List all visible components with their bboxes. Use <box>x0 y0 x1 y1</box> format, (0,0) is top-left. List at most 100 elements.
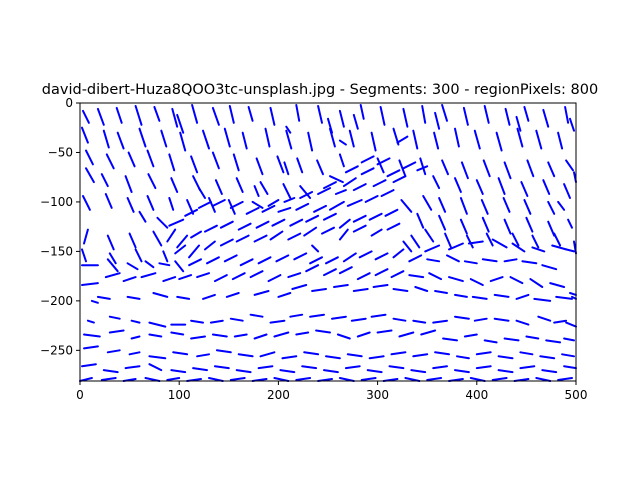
segment-line <box>446 254 460 263</box>
segment-line <box>465 234 474 249</box>
chart-title: david-dibert-Huza8QOO3tc-unsplash.jpg - … <box>42 82 598 98</box>
segment-line <box>434 111 441 130</box>
segment-line <box>296 157 304 174</box>
segment-line <box>209 319 224 324</box>
segment-line <box>379 106 386 126</box>
segment-line <box>338 218 351 229</box>
segment-line <box>229 317 244 322</box>
segment-line <box>503 218 512 235</box>
segment-line <box>414 286 429 292</box>
segment-line <box>192 367 208 372</box>
segment-line <box>277 292 292 298</box>
segment-line <box>295 377 312 381</box>
segment-line <box>204 224 218 233</box>
segment-line <box>396 135 409 144</box>
segment-line <box>162 276 177 283</box>
segment-line <box>352 113 359 130</box>
segment-line <box>571 295 577 300</box>
segment-line <box>537 315 552 322</box>
segment-line <box>166 228 177 243</box>
segment-line <box>370 313 387 318</box>
segment-line <box>202 129 210 150</box>
segment-line <box>519 351 534 356</box>
segment-line <box>204 240 216 251</box>
x-tick-label: 500 <box>565 388 588 402</box>
segment-line <box>412 353 429 358</box>
segment-line <box>176 113 185 134</box>
segment-line <box>225 292 240 298</box>
segment-line <box>122 276 137 283</box>
segment-line <box>390 351 407 356</box>
segment-line <box>301 365 318 370</box>
segment-line <box>547 200 556 215</box>
segment-line <box>257 256 272 265</box>
segment-line <box>342 177 357 188</box>
segment-line <box>372 179 387 188</box>
segment-line <box>85 149 94 166</box>
segment-line <box>360 155 375 164</box>
segment-line <box>333 284 349 288</box>
segment-line <box>545 339 562 344</box>
segment-line <box>273 331 290 338</box>
segment-line <box>90 299 99 304</box>
segment-line <box>420 329 437 336</box>
segment-line <box>342 252 357 263</box>
segment-line <box>489 276 504 283</box>
segment-line <box>96 295 111 300</box>
segment-line <box>459 197 468 215</box>
segment-line <box>251 200 264 209</box>
segment-line <box>410 234 421 249</box>
segment-line <box>338 266 353 275</box>
segment-line <box>529 278 544 288</box>
segment-line <box>327 117 333 134</box>
segment-line <box>235 234 250 243</box>
segment-line <box>307 131 314 152</box>
segment-line <box>567 218 573 229</box>
segment-line <box>433 131 440 150</box>
y-tick-label: −250 <box>40 343 73 357</box>
plot-frame <box>79 102 577 382</box>
segment-line <box>565 248 575 253</box>
segment-line <box>321 226 335 235</box>
segment-line <box>299 185 312 199</box>
y-tick-label: 0 <box>65 96 73 110</box>
segment-line <box>81 126 89 144</box>
segment-line <box>305 214 320 223</box>
segment-line <box>299 191 314 199</box>
segment-line <box>356 272 371 281</box>
segment-line <box>148 333 163 338</box>
segment-line <box>309 256 323 265</box>
segment-line <box>515 115 522 132</box>
segment-line <box>172 351 189 356</box>
segment-line <box>126 262 139 271</box>
segment-line <box>519 365 536 370</box>
segment-line <box>138 210 147 223</box>
segment-line <box>549 282 566 288</box>
segment-line <box>434 290 448 294</box>
plot-area <box>79 104 577 382</box>
x-tick-label: 300 <box>366 388 389 402</box>
segment-line <box>158 262 171 267</box>
segment-line <box>237 353 254 358</box>
segment-line <box>229 200 244 209</box>
segment-line <box>565 159 574 172</box>
segment-line <box>432 319 448 324</box>
segment-line <box>100 173 109 188</box>
segment-line <box>176 234 189 249</box>
segment-line <box>503 258 518 263</box>
segment-line <box>279 369 296 374</box>
segment-line <box>283 197 296 203</box>
segment-line <box>253 234 268 243</box>
segment-line <box>211 199 226 207</box>
segment-line <box>127 151 136 168</box>
segment-line <box>104 193 113 209</box>
segment-line <box>336 333 351 340</box>
segment-line <box>402 161 417 170</box>
segment-line <box>424 244 441 253</box>
segment-line <box>374 268 389 277</box>
segment-line <box>495 131 503 152</box>
y-tick-label: −200 <box>40 294 73 308</box>
segment-line <box>539 355 556 360</box>
segment-line <box>178 274 193 281</box>
segment-line <box>551 244 568 251</box>
